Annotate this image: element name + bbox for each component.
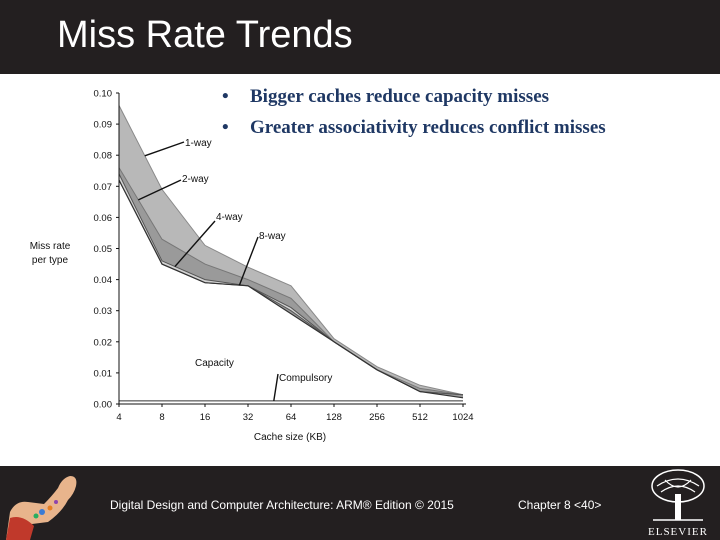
y-tick-label: 0.04 bbox=[94, 275, 113, 286]
series-8way-leader-line bbox=[238, 236, 259, 286]
footer-chapter: Chapter 8 <40> bbox=[518, 498, 602, 512]
x-axis-label: Cache size (KB) bbox=[254, 432, 326, 443]
series-compulsory-leader-line bbox=[273, 373, 279, 401]
series-line-1way bbox=[118, 105, 464, 396]
series-1way-leader-line bbox=[144, 141, 185, 157]
bullet-text: Bigger caches reduce capacity misses bbox=[250, 86, 550, 107]
x-tick-label: 16 bbox=[200, 412, 211, 423]
series-capacity-annotation: Capacity bbox=[195, 358, 234, 369]
series-1way-annotation: 1-way bbox=[185, 138, 212, 149]
bullet-list: • Bigger caches reduce capacity misses • G… bbox=[222, 86, 606, 148]
series-line-2way bbox=[118, 167, 464, 396]
band-capacity bbox=[119, 180, 463, 401]
bullet-item: • Bigger caches reduce capacity misses bbox=[222, 86, 606, 117]
bullet-text: Greater associativity reduces conflict m… bbox=[250, 117, 606, 138]
flexing-arm-mascot-icon bbox=[6, 476, 77, 540]
y-tick-label: 0.10 bbox=[94, 89, 113, 100]
footer-citation: Digital Design and Computer Architecture… bbox=[110, 498, 454, 512]
x-tick-label: 1024 bbox=[452, 412, 473, 423]
series-8way-annotation: 8-way bbox=[259, 231, 286, 242]
x-tick-label: 4 bbox=[116, 412, 121, 423]
publisher-name: ELSEVIER bbox=[648, 526, 708, 538]
x-tick-label: 64 bbox=[286, 412, 297, 423]
y-tick-label: 0.06 bbox=[94, 213, 113, 224]
y-tick-label: 0.05 bbox=[94, 244, 113, 255]
elsevier-tree-logo-icon bbox=[645, 468, 711, 524]
y-tick-label: 0.08 bbox=[94, 151, 113, 162]
slide-header: Miss Rate Trends bbox=[0, 0, 720, 74]
y-axis-label: per type bbox=[32, 255, 69, 266]
bullet-item: • Greater associativity reduces conflict … bbox=[222, 117, 606, 148]
slide-footer bbox=[0, 466, 720, 540]
y-tick-label: 0.01 bbox=[94, 368, 113, 379]
x-tick-label: 32 bbox=[243, 412, 254, 423]
bullet-marker: • bbox=[222, 86, 229, 107]
series-4way-annotation: 4-way bbox=[216, 212, 243, 223]
slide-title: Miss Rate Trends bbox=[57, 14, 353, 56]
series-compulsory-annotation: Compulsory bbox=[279, 373, 332, 384]
y-tick-label: 0.07 bbox=[94, 182, 113, 193]
x-tick-label: 8 bbox=[159, 412, 164, 423]
y-axis-label: Miss rate bbox=[30, 241, 71, 252]
y-tick-label: 0.03 bbox=[94, 306, 113, 317]
series-4way-leader-line bbox=[174, 220, 216, 268]
y-tick-label: 0.00 bbox=[94, 400, 113, 411]
series-line-capacity bbox=[118, 179, 464, 399]
x-tick-label: 128 bbox=[326, 412, 342, 423]
y-tick-label: 0.09 bbox=[94, 120, 113, 131]
series-2way-annotation: 2-way bbox=[182, 174, 209, 185]
x-tick-label: 256 bbox=[369, 412, 385, 423]
x-tick-label: 512 bbox=[412, 412, 428, 423]
y-tick-label: 0.02 bbox=[94, 337, 113, 348]
series-2way-leader-line bbox=[138, 179, 182, 201]
miss-rate-chart: 0.00 0.01 0.02 0.03 0.04 0.05 0.06 0.07 0.08 0.09… bbox=[30, 89, 474, 444]
band-1way-conflict bbox=[119, 105, 463, 395]
bullet-marker: • bbox=[222, 117, 229, 138]
